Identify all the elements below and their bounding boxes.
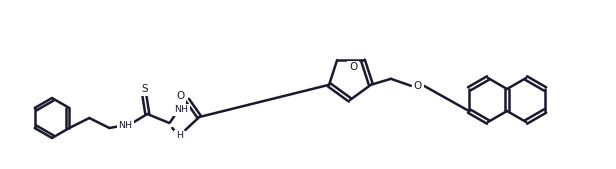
Text: O: O [414, 81, 422, 91]
Text: S: S [141, 84, 148, 94]
Text: O: O [176, 91, 184, 101]
Text: O: O [349, 62, 357, 72]
Text: NH: NH [118, 120, 132, 129]
Text: NH: NH [174, 105, 188, 115]
Text: H: H [176, 131, 183, 140]
